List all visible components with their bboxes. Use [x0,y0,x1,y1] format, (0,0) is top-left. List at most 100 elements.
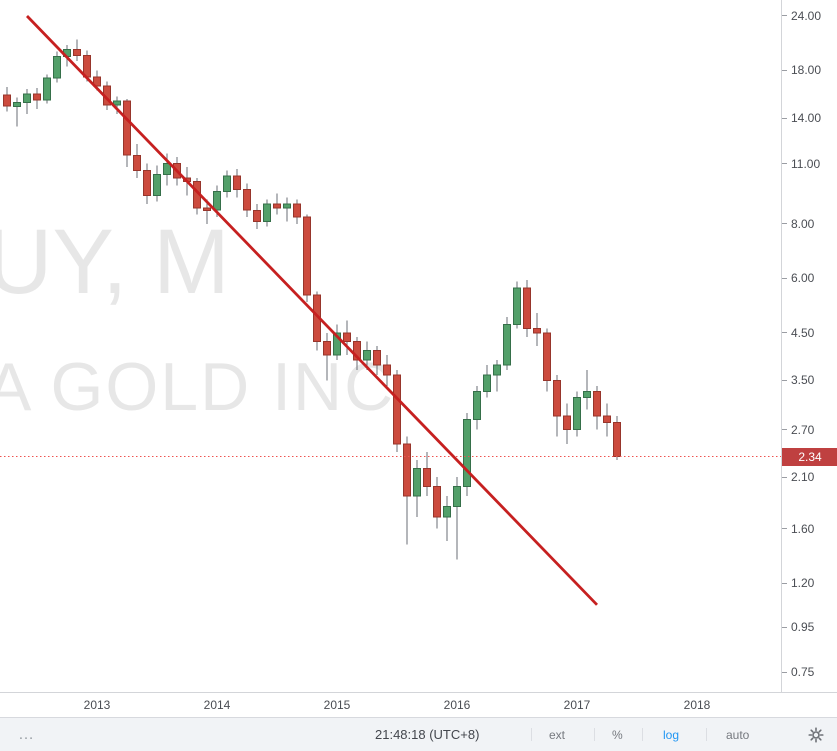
price-tick: 3.50 [782,373,814,387]
candle [403,443,411,497]
candle [543,332,551,381]
price-tick: 11.00 [782,157,820,171]
candle [573,396,581,431]
candlestick-chart[interactable]: UY, M A GOLD INC [0,0,781,692]
candle [233,175,241,190]
price-tick-mark [782,277,787,279]
candle [463,418,471,487]
auto-scale-button[interactable]: auto [726,727,750,742]
bottom-toolbar: … 21:48:18 (UTC+8) ext % log auto [0,717,837,751]
time-axis[interactable]: 2013 2014 2015 2016 2017 2018 [0,692,837,718]
price-tick-mark [782,163,787,165]
price-tick: 2.10 [782,470,814,484]
log-scale-button[interactable]: log [663,727,680,742]
time-axis-label: 2016 [443,698,471,712]
candle [563,415,571,431]
candle [613,422,621,458]
candle [383,364,391,376]
price-axis[interactable]: 2.34 24.00 18.00 14.00 11.00 8.00 6.00 4.50 3.5… [781,0,837,692]
candle [213,190,221,211]
price-tick-label: 0.95 [791,620,815,635]
candle [523,287,531,330]
candle [533,328,541,334]
candle [423,467,431,487]
price-tick-label: 1.20 [791,576,815,591]
price-tick: 6.00 [782,271,814,285]
price-tick-label: 3.50 [791,373,815,388]
candle [153,173,161,197]
ext-button[interactable]: ext [549,727,566,742]
price-tick-mark [782,626,787,628]
percent-scale-button[interactable]: % [612,727,623,742]
candle [473,391,481,420]
price-tick-mark [782,117,787,119]
price-tick-label: 1.60 [791,521,815,536]
price-tick: 14.00 [782,111,821,125]
candle [163,163,171,175]
candle [123,100,131,156]
candle [303,216,311,296]
price-tick-label: 18.00 [791,63,822,78]
candle [283,203,291,209]
candle [483,374,491,393]
candle [583,391,591,398]
price-tick: 2.70 [782,423,814,437]
candle [323,341,331,356]
time-axis-label: 2014 [203,698,231,712]
candle [273,203,281,209]
watermark-name: A GOLD INC [0,349,395,425]
toolbar-separator [531,728,532,741]
candle [393,374,401,445]
overflow-ellipsis[interactable]: … [18,725,36,743]
price-tick: 18.00 [782,63,821,77]
price-tick-mark [782,332,787,334]
gear-icon [808,726,824,743]
price-tick-label: 2.10 [791,470,815,485]
price-tick: 8.00 [782,217,814,231]
candle [23,93,31,103]
candle [13,102,21,107]
trendline[interactable] [25,15,599,606]
price-tick-mark [782,528,787,530]
price-tick: 4.50 [782,326,814,340]
price-tick-label: 4.50 [791,325,815,340]
price-tick-label: 8.00 [791,216,815,231]
price-tick-label: 11.00 [791,156,821,171]
candle [143,170,151,196]
price-tick-label: 0.75 [791,665,815,680]
time-axis-label: 2015 [323,698,351,712]
chart-settings-button[interactable] [808,718,824,751]
candle [33,93,41,101]
price-tick-mark [782,582,787,584]
candle [343,332,351,342]
candle [73,49,81,56]
candle [203,207,211,211]
candle [53,55,61,79]
price-tick-label: 6.00 [791,271,815,286]
candle [353,341,361,361]
clock[interactable]: 21:48:18 (UTC+8) [375,727,480,742]
candle [413,467,421,497]
price-tick: 0.75 [782,665,814,679]
last-price-value: 2.34 [798,449,822,464]
time-axis-label: 2017 [563,698,591,712]
price-tick-label: 2.70 [791,422,815,437]
price-tick-mark [782,69,787,71]
candle [113,100,121,106]
candle [593,391,601,417]
chart-pane[interactable]: UY, M A GOLD INC [0,0,781,692]
price-tick-mark [782,223,787,225]
candle [373,350,381,366]
candle [133,154,141,172]
time-axis-label: 2013 [83,698,111,712]
candle [443,505,451,518]
candle [93,76,101,87]
candle [43,77,51,101]
price-tick: 24.00 [782,9,821,23]
price-tick-label: 14.00 [791,111,822,126]
candle [363,350,371,361]
price-tick-mark [782,476,787,478]
candle [223,175,231,192]
candle [293,203,301,218]
toolbar-separator [642,728,643,741]
